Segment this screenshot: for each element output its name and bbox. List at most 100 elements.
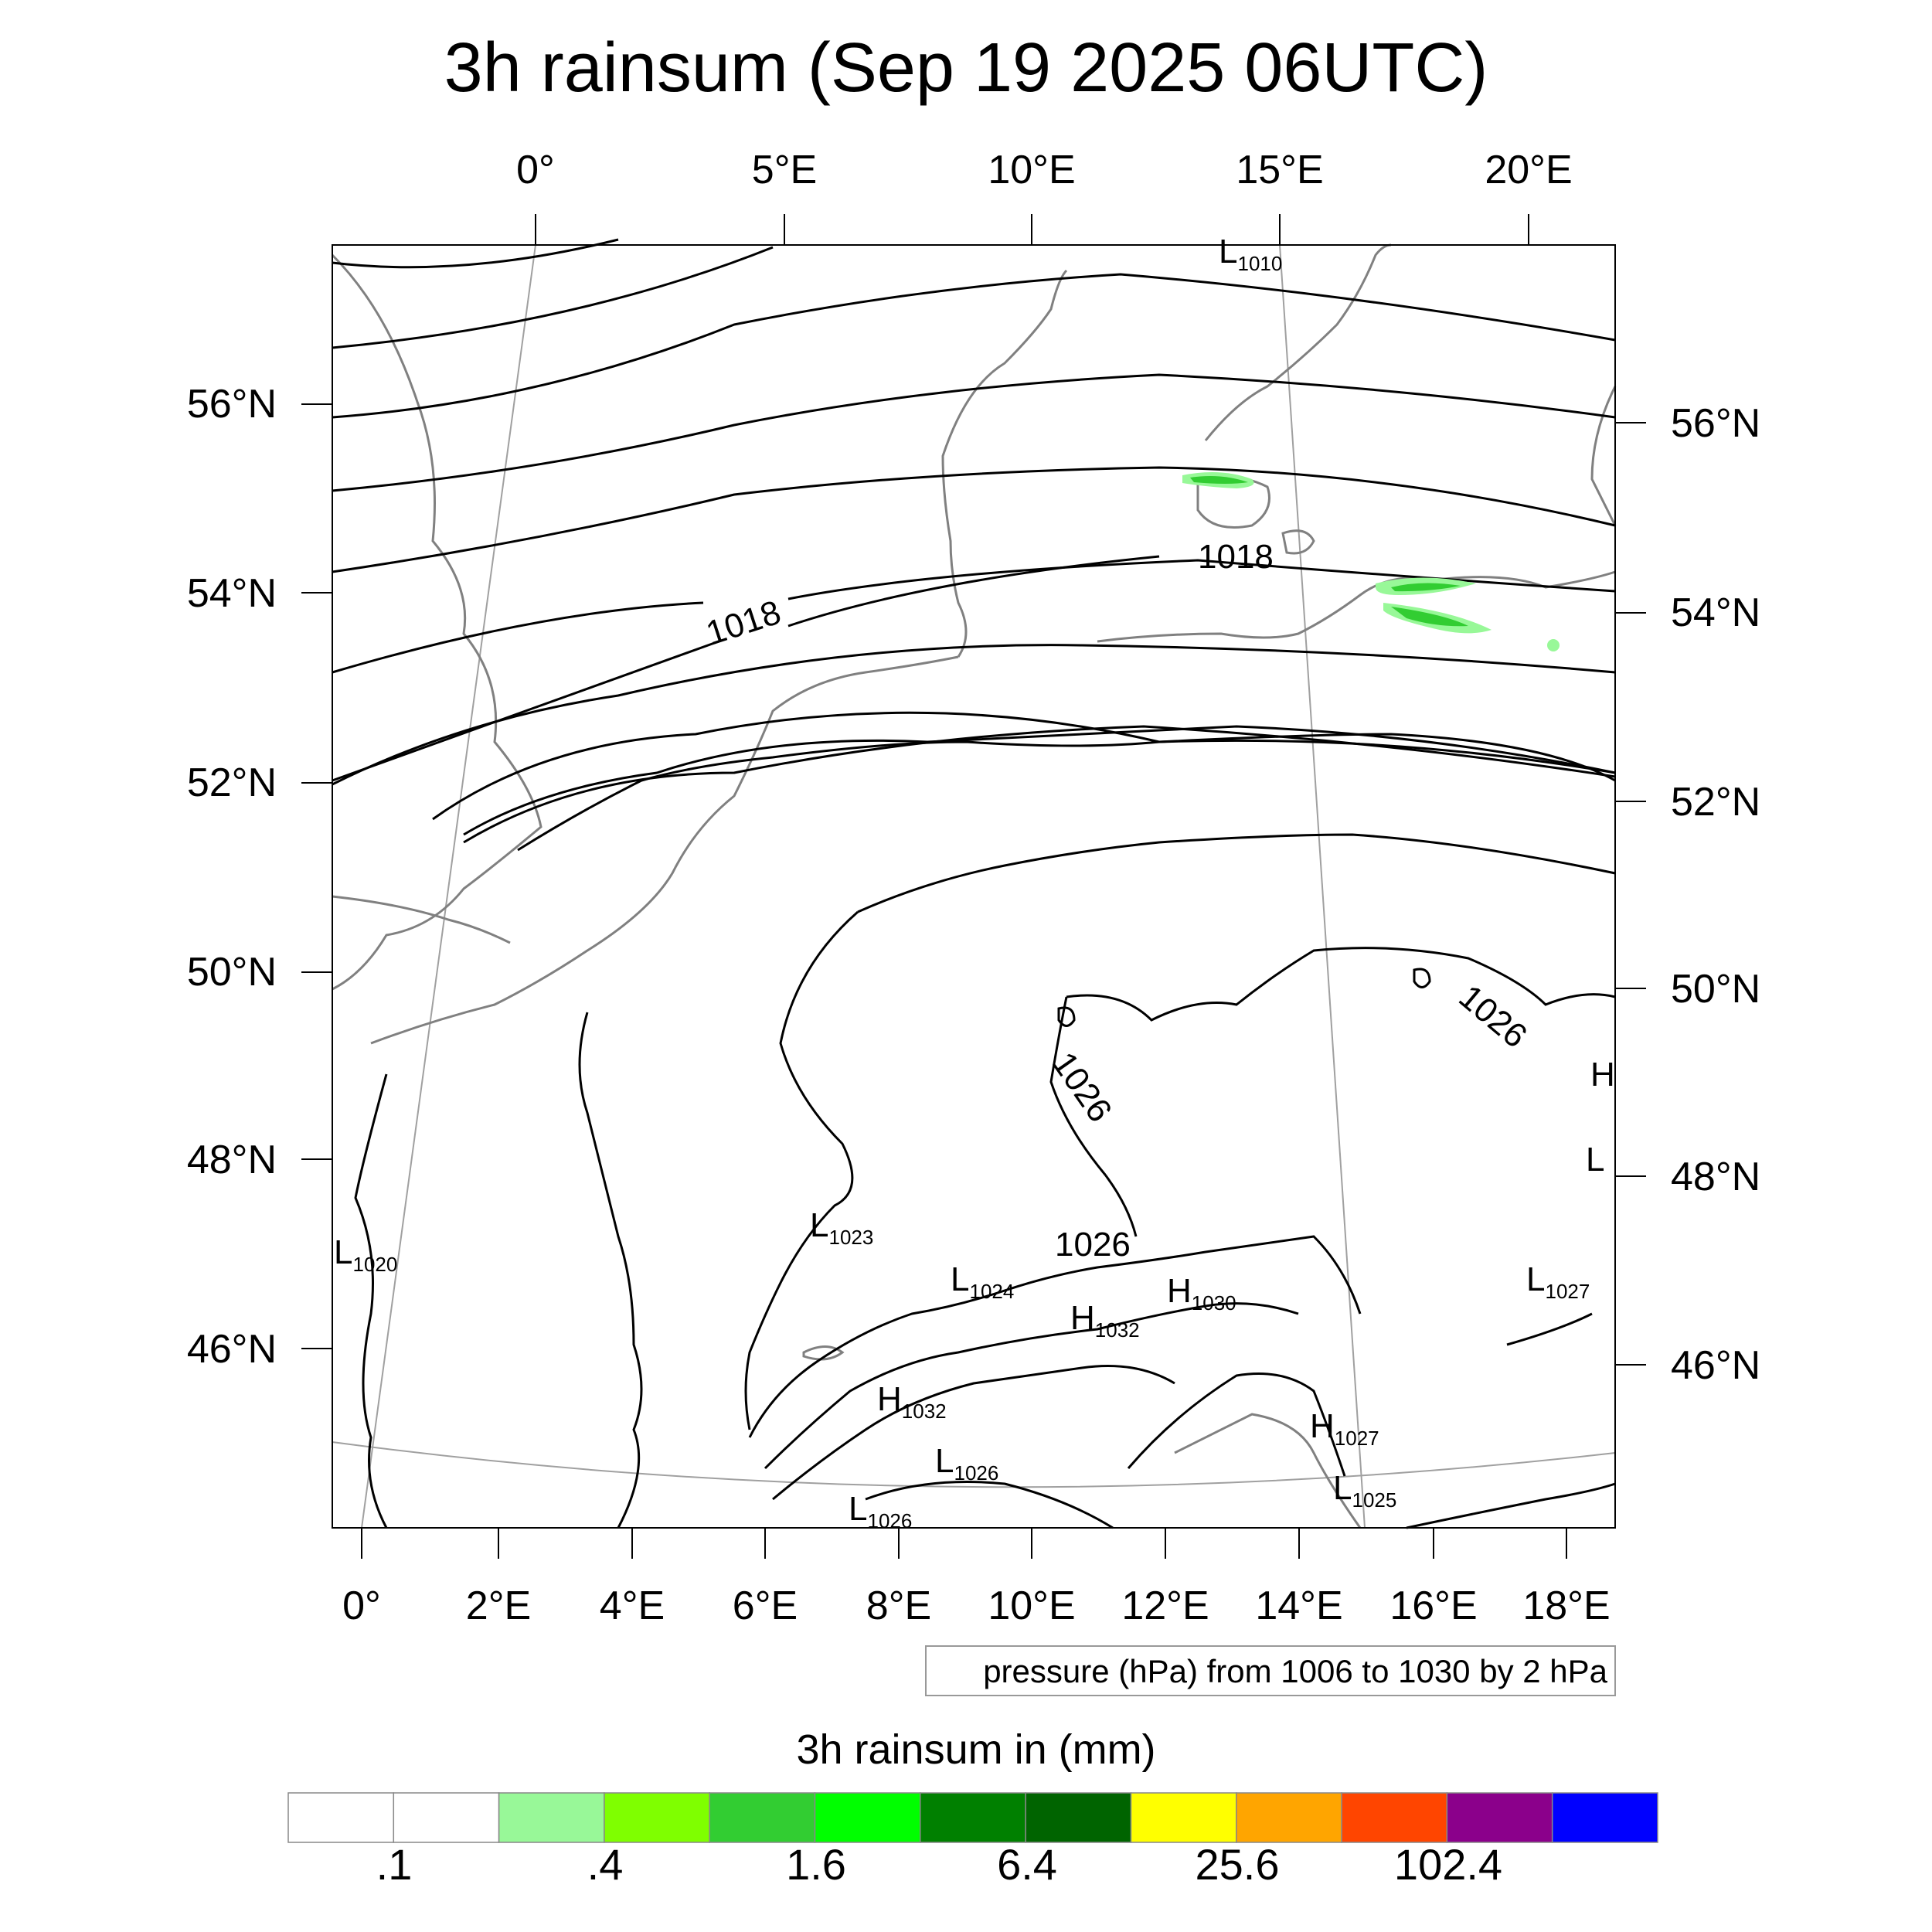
colorbar: [287, 1792, 1658, 1843]
isobar: [432, 711, 1616, 821]
colorbar-label: .1: [376, 1840, 413, 1889]
right-lat-label: 50°N: [1671, 967, 1760, 1012]
isobar-1026-inner: [578, 1012, 643, 1529]
isobar: [463, 725, 1616, 836]
right-lat-label: 52°N: [1671, 780, 1760, 825]
coast-channel: [332, 895, 511, 944]
left-lat-label: 52°N: [187, 760, 277, 805]
colorbar-swatch: [1025, 1792, 1132, 1843]
top-lon-labels: 0° 5°E 10°E 15°E 20°E: [516, 148, 1573, 192]
pressure-center: L1025: [1333, 1469, 1396, 1512]
isobar: [463, 725, 1616, 844]
isobar-alps-1: [748, 1235, 1362, 1438]
rain-patch: [1391, 583, 1461, 592]
isobar-1026-west: [354, 1073, 388, 1529]
right-lat-labels: 56°N 54°N 52°N 50°N 48°N 46°N: [1671, 401, 1760, 1388]
pressure-center: H1032: [1070, 1299, 1140, 1342]
colorbar-swatch: [920, 1792, 1026, 1843]
top-lon-label: 20°E: [1485, 148, 1572, 192]
top-lon-label: 5°E: [752, 148, 817, 192]
colorbar-title: 3h rainsum in (mm): [796, 1726, 1155, 1773]
top-lon-label: 0°: [516, 148, 555, 192]
rain-patch: [1547, 639, 1560, 651]
bottom-lon-label: 4°E: [600, 1583, 665, 1628]
colorbar-swatch: [498, 1792, 605, 1843]
bottom-lon-labels: 0° 2°E 4°E 6°E 8°E 10°E 12°E 14°E 16°E 1…: [342, 1583, 1611, 1628]
right-lat-label: 56°N: [1671, 401, 1760, 446]
isobar-1026-east: [1066, 947, 1616, 1022]
coast-uk-east: [331, 253, 543, 991]
pressure-center: L1023: [810, 1206, 873, 1249]
contour-info-frame: [925, 1645, 1616, 1696]
right-lat-label: 54°N: [1671, 590, 1760, 635]
map-plot-area: 1018 1018 1026 1026 1026 L1010 L1020 L10…: [331, 233, 1617, 1532]
coast-lake-geneva: [802, 1345, 845, 1361]
colorbar-label: .4: [587, 1840, 624, 1889]
pressure-center: L1027: [1526, 1260, 1590, 1303]
isobar-se-corner: [1406, 1482, 1616, 1529]
rain-patch: [1391, 607, 1468, 627]
isobar: [332, 559, 1616, 674]
right-lat-label: 46°N: [1671, 1343, 1760, 1388]
isobar: [332, 238, 619, 269]
map-background: [332, 245, 1615, 1528]
contour-info-box: pressure (hPa) from 1006 to 1030 by 2 hP…: [925, 1645, 1616, 1696]
isobar: [332, 273, 1616, 419]
colorbar-label: 102.4: [1394, 1840, 1502, 1889]
left-lat-label: 50°N: [187, 950, 277, 995]
pressure-center: H1030: [1167, 1272, 1236, 1315]
rain-patch: [1190, 476, 1248, 484]
map-title: 3h rainsum (Sep 19 2025 06UTC): [444, 29, 1488, 107]
pressure-center: L1026: [935, 1442, 998, 1485]
rain-patches: [1182, 472, 1560, 651]
colorbar-label: 6.4: [997, 1840, 1057, 1889]
contour-info-text: pressure (hPa) from 1006 to 1030 by 2 hP…: [983, 1653, 1607, 1689]
isobar-1026-north-bump: [857, 833, 1616, 913]
colorbar-label: 1.6: [786, 1840, 846, 1889]
parallel-45n: [332, 1441, 1616, 1488]
bottom-lon-label: 2°E: [466, 1583, 531, 1628]
coast-sweden: [1204, 243, 1392, 441]
bottom-lon-label: 8°E: [866, 1583, 931, 1628]
bottom-lon-label: 14°E: [1255, 1583, 1342, 1628]
pressure-center: L1024: [951, 1260, 1014, 1303]
graticule: [332, 244, 1616, 1529]
bottom-lon-label: 16°E: [1389, 1583, 1477, 1628]
contour-label: 1026: [1055, 1226, 1131, 1264]
right-lat-label: 48°N: [1671, 1155, 1760, 1199]
pressure-center: H: [1590, 1056, 1615, 1094]
left-lat-label: 46°N: [187, 1327, 277, 1372]
bottom-lon-label: 0°: [342, 1583, 381, 1628]
left-lat-labels: 56°N 54°N 52°N 50°N 48°N 46°N: [187, 382, 277, 1372]
top-lon-label: 10°E: [988, 148, 1075, 192]
pressure-center: H1027: [1310, 1407, 1379, 1450]
bottom-lon-label: 18°E: [1522, 1583, 1610, 1628]
colorbar-swatch: [814, 1792, 921, 1843]
colorbar-label: 25.6: [1196, 1840, 1280, 1889]
isobar: [332, 466, 1616, 573]
isobar-small-ring: [1057, 1006, 1076, 1027]
colorbar-swatch: [393, 1792, 500, 1843]
coast-france-belgium-nl: [370, 655, 959, 1045]
isobar: [332, 373, 1616, 492]
pressure-center: L1010: [1219, 233, 1282, 275]
colorbar-labels: .1 .4 1.6 6.4 25.6 102.4: [376, 1840, 1502, 1889]
isobar-1026-central: [744, 910, 859, 1430]
left-lat-label: 48°N: [187, 1138, 277, 1182]
colorbar-swatch: [709, 1792, 816, 1843]
isobar-alps-3: [772, 1365, 1175, 1501]
meridian-0: [361, 244, 536, 1529]
coast-baltic-east: [1590, 386, 1617, 526]
bottom-lon-label: 10°E: [988, 1583, 1075, 1628]
isobar: [517, 733, 1616, 852]
meridian-15e: [1279, 244, 1366, 1529]
bottom-lon-label: 12°E: [1121, 1583, 1209, 1628]
coast-adriatic: [1174, 1413, 1362, 1529]
left-lat-label: 54°N: [187, 571, 277, 616]
colorbar-swatch: [1551, 1792, 1658, 1843]
isobars: [332, 238, 1616, 1529]
tick-marks: [301, 214, 1646, 1559]
coast-bornholm: [1281, 529, 1315, 555]
isobar-east-low: [1506, 1312, 1593, 1346]
